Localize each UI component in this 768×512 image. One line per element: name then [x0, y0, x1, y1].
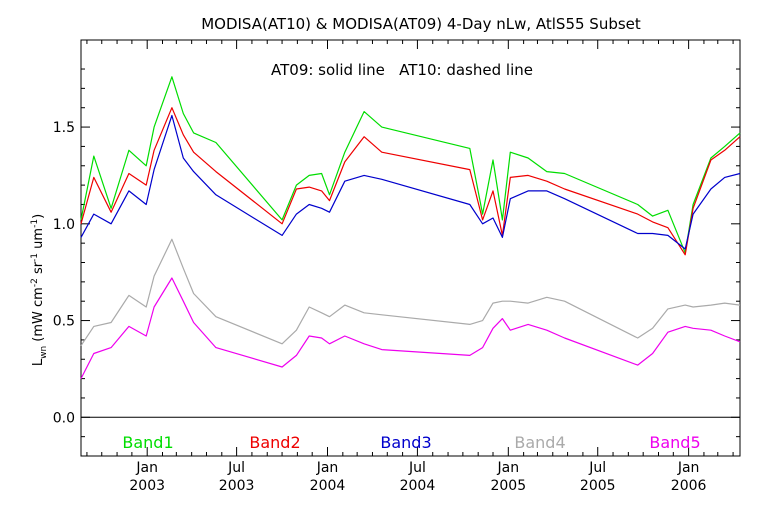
x-tick-label-month: Jul: [408, 460, 426, 476]
y-axis-label-units: (mW cm: [31, 287, 46, 346]
y-axis-label-end: um: [31, 228, 46, 253]
x-tick-label-year: 2004: [310, 478, 346, 494]
x-tick-label-month: Jan: [135, 460, 158, 476]
x-tick-label-year: 2004: [400, 478, 436, 494]
chart-title: MODISA(AT10) & MODISA(AT09) 4-Day nLw, A…: [201, 15, 641, 33]
y-axis-label-sup1: -2: [30, 278, 40, 287]
y-axis-label-sup3: -1: [30, 219, 40, 228]
series-line-band1: [80, 76, 741, 254]
y-tick-label: 1.0: [53, 217, 75, 233]
x-tick-label-month: Jul: [227, 460, 245, 476]
x-axis: Jan 2003 Jul 2003 Jan 2004 Jul 2004 Jan 2005 Jul 20…: [86, 40, 734, 494]
series-line-band4: [80, 238, 741, 347]
chart-annotation: AT09: solid line AT10: dashed line: [271, 61, 533, 79]
x-tick-label-month: Jul: [588, 460, 606, 476]
x-tick-label-year: 2003: [129, 478, 165, 494]
legend-entry-band5: Band5: [649, 433, 700, 452]
y-axis: 0.0 0.5 1.0 1.5: [53, 68, 740, 438]
y-tick-label: 0.0: [53, 410, 75, 426]
legend-entry-band1: Band1: [122, 433, 173, 452]
y-axis-label-subscript: wn: [39, 346, 49, 359]
series-line-band5: [80, 277, 741, 379]
y-axis-label: Lwn (mW cm-2 sr-1 um-1): [30, 214, 49, 366]
y-axis-label-sup2: -1: [30, 253, 40, 262]
series-line-band3: [80, 114, 741, 250]
y-axis-label-mid: sr: [31, 261, 46, 278]
x-tick-label-year: 2005: [490, 478, 526, 494]
series-group: [80, 76, 741, 379]
legend: Band1 Band2 Band3 Band4 Band5: [122, 433, 700, 452]
legend-entry-band3: Band3: [380, 433, 431, 452]
x-tick-label-year: 2006: [671, 478, 707, 494]
y-tick-label: 1.5: [53, 120, 75, 136]
legend-entry-band2: Band2: [249, 433, 300, 452]
series-line-band2: [80, 107, 741, 256]
x-tick-label-year: 2005: [580, 478, 616, 494]
x-tick-label-year: 2003: [219, 478, 255, 494]
y-axis-label-close: ): [31, 214, 46, 219]
legend-entry-band4: Band4: [514, 433, 565, 452]
x-tick-label-month: Jan: [316, 460, 339, 476]
x-tick-label-month: Jan: [677, 460, 700, 476]
y-axis-label-symbol: L: [31, 358, 46, 366]
y-tick-label: 0.5: [53, 314, 75, 330]
plot-frame: [80, 39, 741, 457]
x-tick-label-month: Jan: [497, 460, 520, 476]
